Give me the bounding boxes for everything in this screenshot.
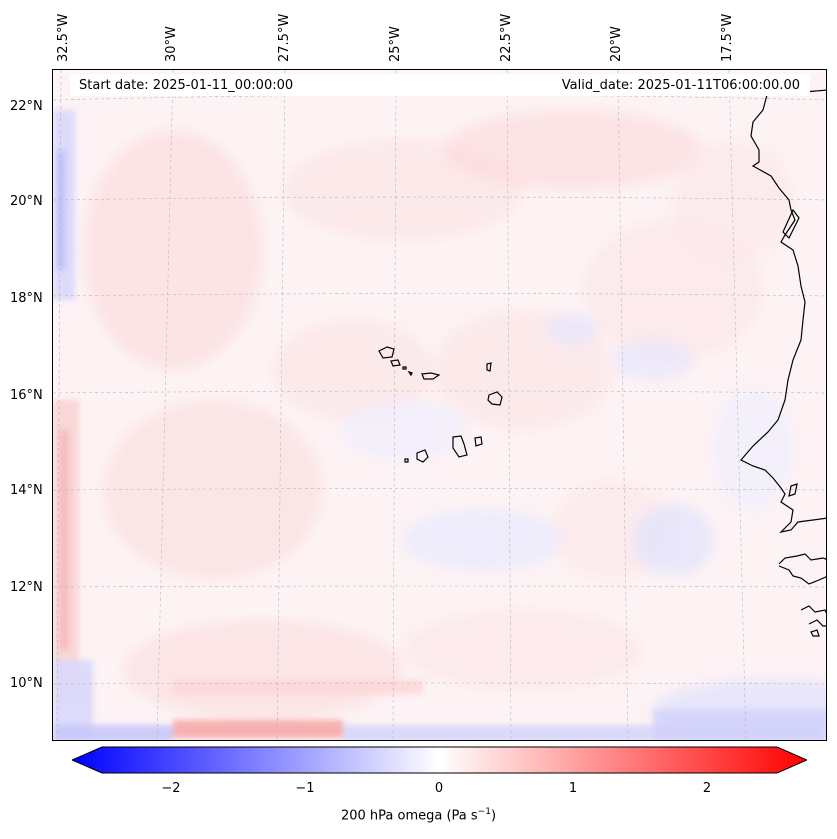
lon-label-32-5w: 32.5°W xyxy=(56,13,71,62)
lon-label-30w: 30°W xyxy=(164,26,179,62)
colorbar-label-exponent: −1 xyxy=(477,807,491,817)
colorbar-label-end: ) xyxy=(490,808,497,824)
lon-label-22-5w: 22.5°W xyxy=(499,13,514,62)
boundary-artifacts xyxy=(53,110,826,740)
start-date-label: Start date: 2025-01-11_00:00:00 xyxy=(79,78,294,93)
colorbar-tick-minus1: −1 xyxy=(295,781,315,796)
lon-label-17-5w: 17.5°W xyxy=(720,13,735,62)
colorbar-tick-1: 1 xyxy=(568,781,578,796)
lat-label-10n: 10°N xyxy=(10,676,43,691)
lat-label-12n: 12°N xyxy=(10,580,43,595)
colorbar xyxy=(72,746,807,774)
colorbar-tick-0: 0 xyxy=(434,781,444,796)
valid-date-label: Valid_date: 2025-01-11T06:00:00.00 xyxy=(561,78,800,93)
map-panel[interactable] xyxy=(52,69,827,741)
lat-label-22n: 22°N xyxy=(10,99,43,114)
colorbar-label-text: 200 hPa omega (Pa s xyxy=(340,808,478,824)
graticule xyxy=(53,70,826,740)
lat-label-20n: 20°N xyxy=(10,194,43,209)
colorbar-tick-2: 2 xyxy=(702,781,712,796)
lat-label-18n: 18°N xyxy=(10,291,43,306)
lon-label-25w: 25°W xyxy=(388,26,403,62)
positive-omega-areas xyxy=(53,70,826,740)
lon-label-27-5w: 27.5°W xyxy=(277,13,292,62)
colorbar-gradient xyxy=(72,746,807,774)
lat-label-16n: 16°N xyxy=(10,388,43,403)
african-coastline xyxy=(740,89,826,637)
lon-label-20w: 20°W xyxy=(609,26,624,62)
cape-verde-islands xyxy=(378,346,503,463)
colorbar-tick-minus2: −2 xyxy=(161,781,181,796)
lat-label-14n: 14°N xyxy=(10,483,43,498)
colorbar-label: 200 hPa omega (Pa s−1) xyxy=(0,807,837,823)
title-band xyxy=(70,74,810,96)
omega-field-map xyxy=(53,70,826,740)
